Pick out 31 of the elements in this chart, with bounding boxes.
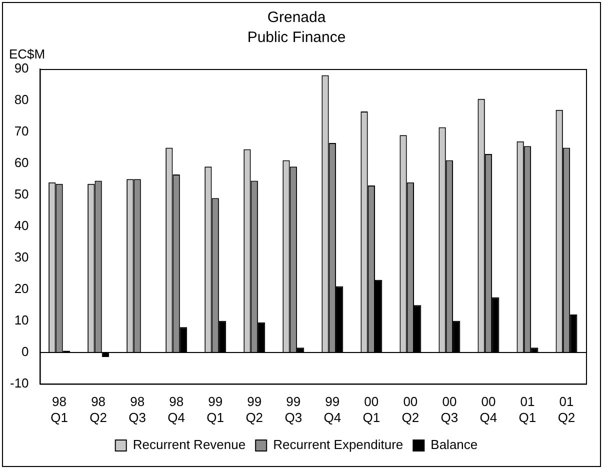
x-tick-label: 99 Q2 <box>246 394 264 425</box>
x-tick-label: 99 Q1 <box>206 394 224 425</box>
x-tick-label: 99 Q3 <box>284 394 302 425</box>
x-tick-label: 00 Q1 <box>362 394 380 425</box>
y-tick-label: 20 <box>14 280 29 296</box>
x-tick-label: 98 Q4 <box>168 394 186 425</box>
x-tick-label: 00 Q2 <box>402 394 420 425</box>
x-tick-label: 98 Q3 <box>128 394 146 425</box>
chart-subtitle: Public Finance <box>247 29 346 46</box>
y-tick-label: -10 <box>10 375 29 390</box>
x-tick-label: 98 Q2 <box>90 394 107 425</box>
y-tick-label: 10 <box>14 312 29 328</box>
x-tick-label: 00 Q3 <box>440 394 458 425</box>
chart-title: Grenada <box>267 9 326 26</box>
y-tick-label: 80 <box>14 92 29 108</box>
x-tick-label: 98 Q1 <box>50 394 68 425</box>
y-tick-label: 40 <box>14 218 29 233</box>
y-axis-title: EC$M <box>9 46 46 62</box>
legend-label: Recurrent Revenue <box>132 437 246 452</box>
x-tick-label: 01 Q1 <box>518 394 536 425</box>
legend-label: Recurrent Expenditure <box>273 437 404 452</box>
x-tick-label: 99 Q4 <box>324 394 342 425</box>
y-tick-label: 70 <box>14 124 29 139</box>
x-tick-label: 00 Q4 <box>480 394 498 425</box>
y-tick-label: 90 <box>14 60 29 76</box>
y-tick-label: 60 <box>14 155 29 170</box>
legend-label: Balance <box>430 437 478 452</box>
y-tick-label: 30 <box>14 249 29 264</box>
y-tick-label: 50 <box>14 186 29 202</box>
y-tick-label: 0 <box>22 344 29 359</box>
x-tick-label: 01 Q2 <box>558 394 576 425</box>
